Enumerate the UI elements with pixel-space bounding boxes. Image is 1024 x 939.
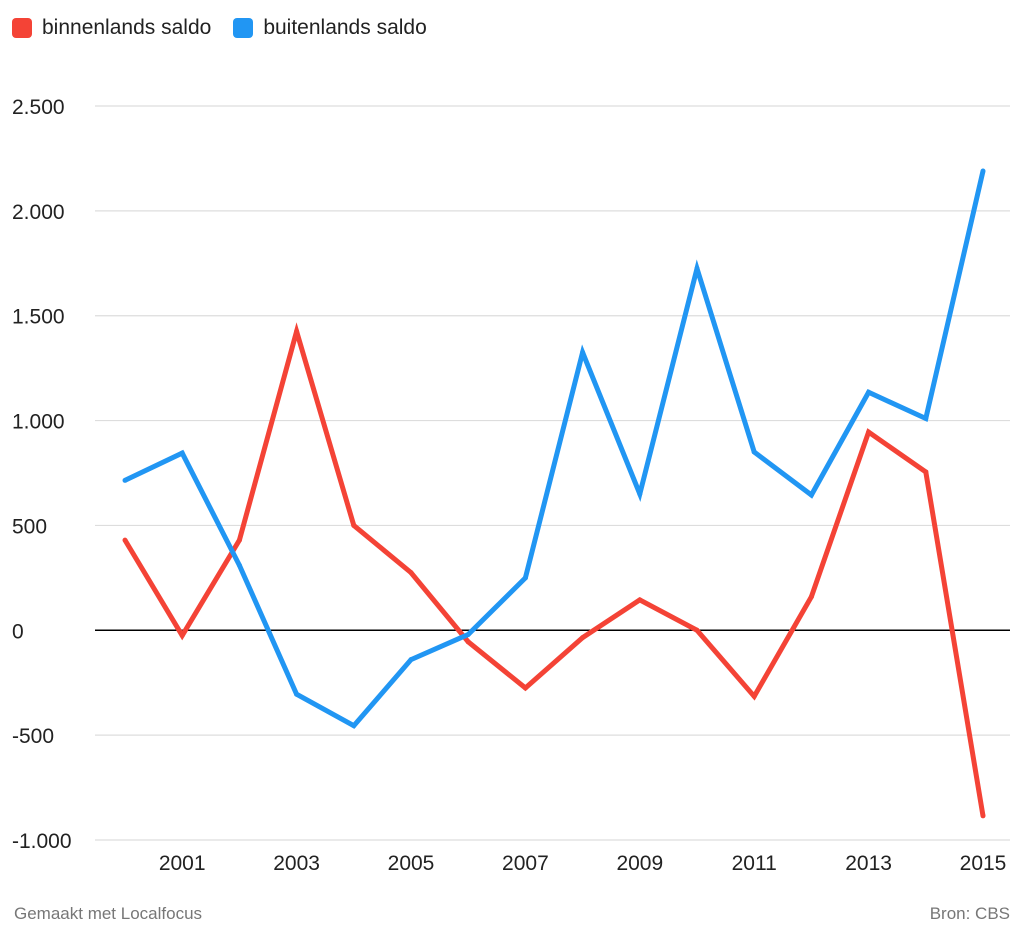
data-point: [408, 570, 414, 576]
data-point: [408, 657, 414, 663]
data-point: [808, 594, 814, 600]
y-tick-label: 1.000: [12, 411, 65, 434]
legend-label: binnenlands saldo: [42, 16, 212, 39]
data-point: [751, 449, 757, 455]
data-point: [580, 635, 586, 641]
legend-label: buitenlands saldo: [263, 16, 427, 39]
legend-item-binnenlands[interactable]: binnenlands saldo: [12, 16, 211, 40]
x-tick-label: 2009: [616, 852, 663, 875]
data-point: [808, 492, 814, 498]
y-tick-label: -1.000: [12, 830, 72, 853]
x-tick-label: 2003: [273, 852, 320, 875]
data-point: [179, 633, 185, 639]
legend: binnenlands saldo buitenlands saldo: [12, 16, 427, 40]
data-point: [751, 693, 757, 699]
data-point: [522, 575, 528, 581]
data-point: [236, 562, 242, 568]
data-point: [522, 685, 528, 691]
data-point: [866, 429, 872, 435]
data-point: [179, 450, 185, 456]
data-point: [923, 415, 929, 421]
data-point: [694, 266, 700, 272]
data-point: [866, 389, 872, 395]
x-tick-label: 2013: [845, 852, 892, 875]
data-point: [637, 491, 643, 497]
legend-swatch-binnenlands: [12, 18, 32, 38]
footer-source: Bron: CBS: [929, 904, 1010, 923]
footer-credit: Gemaakt met Localfocus: [14, 904, 203, 923]
data-point: [923, 469, 929, 475]
x-tick-label: 2007: [502, 852, 549, 875]
y-tick-label: 1.500: [12, 306, 65, 329]
y-tick-label: 0: [12, 620, 24, 643]
line-chart: -1.000 -500 0 500 1.000 1.500 2.000 2.500 2001 20…: [12, 96, 1010, 875]
data-point: [465, 639, 471, 645]
y-tick-label: 2.000: [12, 201, 65, 224]
x-tick-label: 2011: [732, 852, 777, 875]
y-tick-label: 500: [12, 515, 47, 538]
data-point: [580, 349, 586, 355]
y-tick-label: 2.500: [12, 96, 65, 119]
data-point: [637, 597, 643, 603]
x-tick-label: 2015: [960, 852, 1007, 875]
series-line-binnenlands: [122, 322, 986, 817]
x-tick-label: 2005: [388, 852, 435, 875]
data-point: [694, 627, 700, 633]
legend-swatch-buitenlands: [233, 18, 254, 38]
x-tick-label: 2001: [159, 852, 206, 875]
data-point: [465, 631, 471, 637]
data-point: [351, 723, 357, 729]
data-point: [294, 691, 300, 697]
data-point: [980, 813, 986, 819]
series-line-buitenlands: [123, 170, 986, 729]
data-point: [122, 477, 128, 483]
data-point: [236, 537, 242, 543]
y-tick-label: -500: [12, 725, 54, 748]
data-point: [351, 522, 357, 528]
legend-item-buitenlands[interactable]: buitenlands saldo: [233, 16, 427, 40]
data-point: [122, 537, 128, 543]
data-point: [294, 328, 300, 334]
data-point: [980, 168, 986, 174]
